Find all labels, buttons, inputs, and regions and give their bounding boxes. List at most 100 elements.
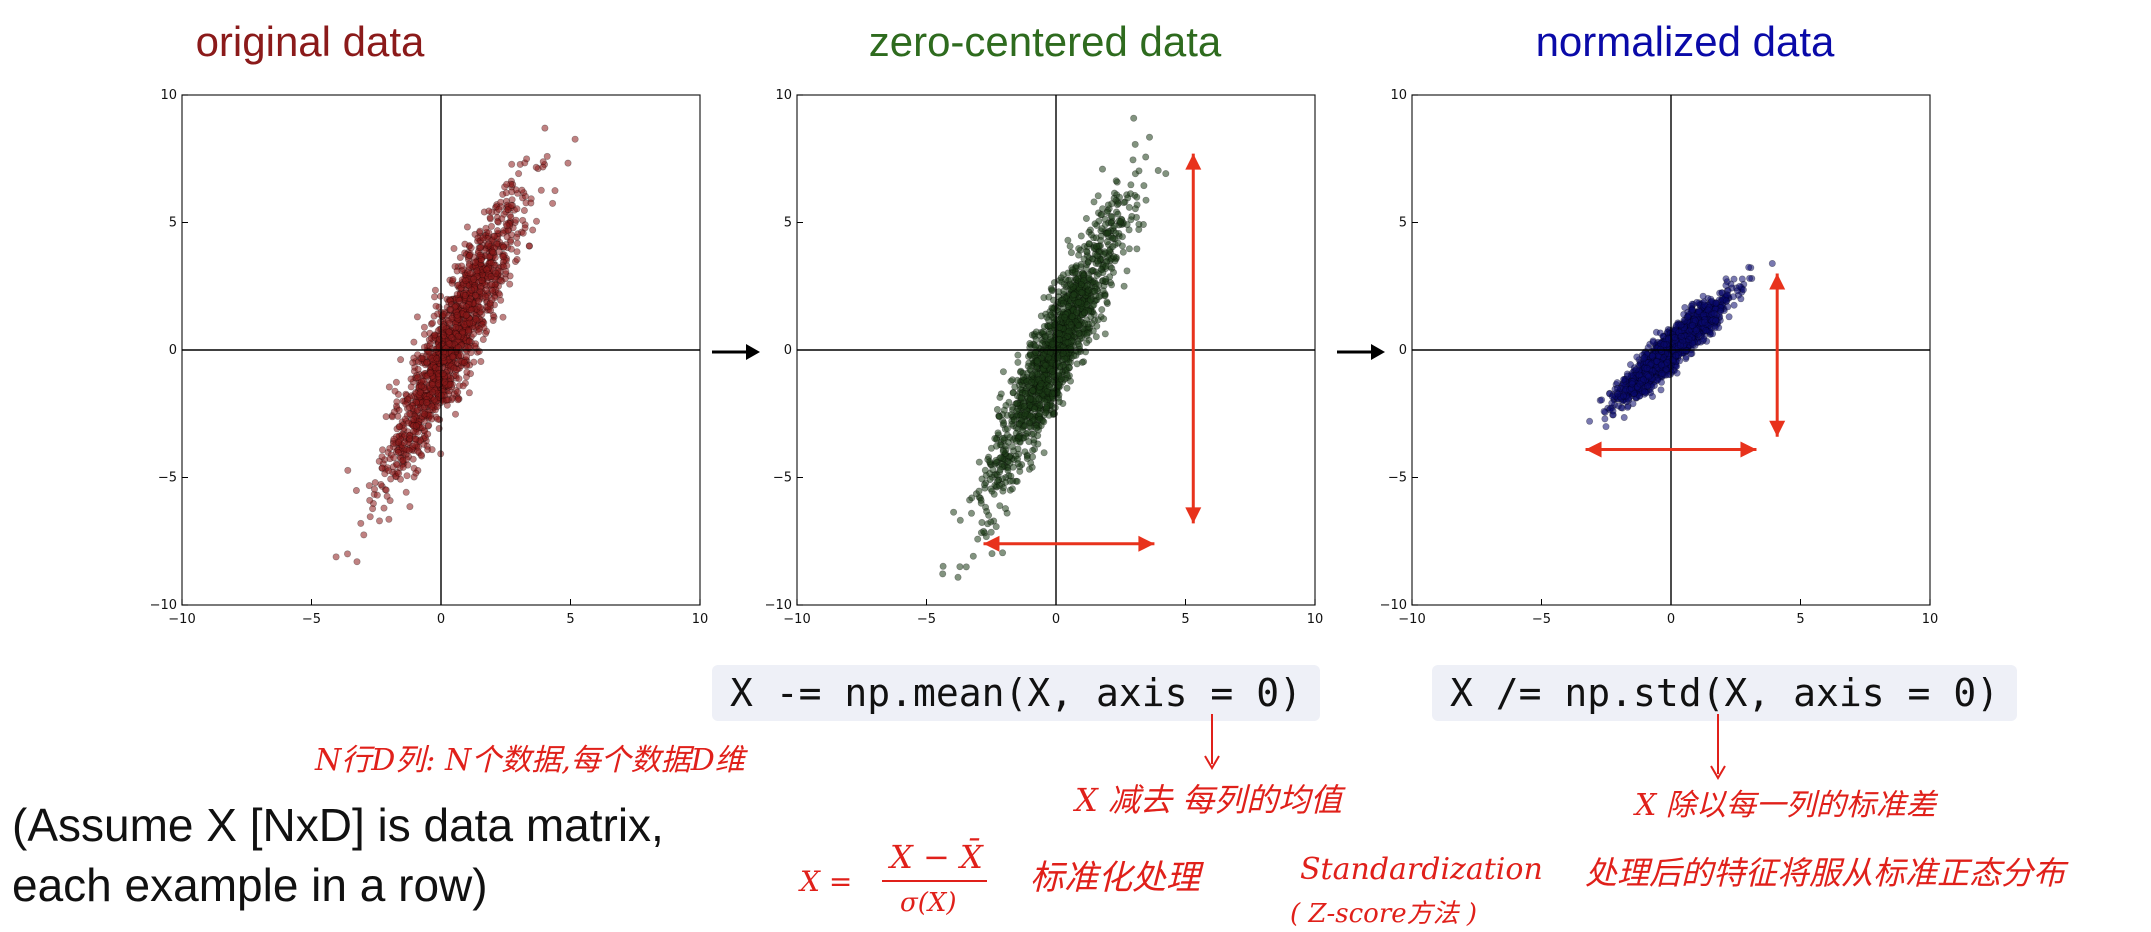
scatter-point: [412, 422, 420, 430]
scatter-point: [420, 330, 428, 338]
x-tick-label: −10: [783, 612, 810, 627]
scatter-point: [428, 319, 436, 327]
scatter-point: [1657, 386, 1665, 394]
std-normal-note: 处理后的特征将服从标准正态分布: [1585, 854, 2066, 892]
scatter-point: [1131, 205, 1139, 213]
scatter-point: [471, 342, 479, 350]
arrow-right-icon: [1337, 344, 1385, 360]
scatter-point: [1609, 407, 1617, 415]
scatter-point: [463, 368, 471, 376]
scatter-point: [987, 444, 995, 452]
scatter-point: [988, 550, 996, 558]
scatter-point: [433, 354, 441, 362]
scatter-point: [371, 479, 379, 487]
scatter-point: [1060, 313, 1068, 321]
scatter-point: [1643, 364, 1651, 372]
scatter-point: [975, 487, 983, 495]
scatter-point: [441, 378, 449, 386]
scatter-point: [479, 234, 487, 242]
scatter-point: [1014, 445, 1022, 453]
scatter-point: [463, 223, 471, 231]
arrow-right-icon: [712, 344, 760, 360]
scatter-point: [956, 516, 964, 524]
scatter-point: [1704, 306, 1712, 314]
scatter-point: [564, 159, 572, 167]
scatter-point: [507, 245, 515, 253]
scatter-point: [1109, 243, 1117, 251]
scatter-point: [1088, 267, 1096, 275]
scatter-point: [551, 187, 559, 195]
scatter-point: [428, 446, 436, 454]
scatter-point: [431, 286, 439, 294]
scatter-point: [977, 496, 985, 504]
y-tick-label: 10: [1390, 88, 1407, 103]
x-tick-label: −5: [302, 612, 321, 627]
scatter-point: [453, 290, 461, 298]
scatter-point: [518, 186, 526, 194]
scatter-point: [515, 170, 523, 178]
spread-arrow-icon: [1769, 273, 1786, 437]
scatter-point: [417, 382, 425, 390]
scatter-point: [458, 262, 466, 270]
scatter-point: [1104, 201, 1112, 209]
scatter-point: [513, 239, 521, 247]
scatter-point: [1649, 338, 1657, 346]
scatter-point: [1060, 287, 1068, 295]
scatter-point: [1008, 376, 1016, 384]
scatter-point: [987, 518, 995, 526]
scatter-point: [1660, 341, 1668, 349]
scatter-point: [1099, 269, 1107, 277]
scatter-point: [983, 507, 991, 515]
scatter-point: [974, 535, 982, 543]
scatter-point: [1133, 245, 1141, 253]
scatter-point: [466, 319, 474, 327]
scatter-point: [500, 263, 508, 271]
scatter-point: [404, 419, 412, 427]
standardization-note: Standardization: [1300, 852, 1543, 887]
scatter-point: [419, 423, 427, 431]
scatter-point: [1081, 309, 1089, 317]
scatter-point: [397, 356, 405, 364]
scatter-point: [1102, 275, 1110, 283]
scatter-point: [1036, 409, 1044, 417]
scatter-point: [1632, 366, 1640, 374]
scatter-point: [482, 224, 490, 232]
scatter-point: [405, 404, 413, 412]
formula-numerator: X − X̄: [890, 838, 983, 876]
scatter-point: [450, 245, 458, 253]
std-note: X 除以每一列的标准差: [1635, 788, 1936, 823]
scatter-point: [1048, 340, 1056, 348]
scatter-point: [1035, 395, 1043, 403]
scatter-point: [476, 227, 484, 235]
scatter-point: [1012, 437, 1020, 445]
x-tick-label: 5: [1181, 612, 1189, 627]
scatter-points: [939, 114, 1170, 581]
scatter-point: [402, 488, 410, 496]
scatter-point: [980, 527, 988, 535]
scatter-point: [1026, 340, 1034, 348]
scatter-point: [424, 430, 432, 438]
scatter-point: [360, 531, 368, 539]
scatter-point: [470, 358, 478, 366]
scatter-point: [1027, 351, 1035, 359]
scatter-point: [1021, 389, 1029, 397]
scatter-point: [1108, 281, 1116, 289]
y-tick-label: 10: [160, 88, 177, 103]
scatter-point: [466, 270, 474, 278]
scatter-point: [1717, 307, 1725, 315]
chart-title-zero-centered: zero-centered data: [868, 18, 1222, 65]
scatter-point: [413, 406, 421, 414]
scatter-point: [1702, 327, 1710, 335]
scatter-point: [376, 517, 384, 525]
scatter-point: [1641, 388, 1649, 396]
scatter-point: [1075, 298, 1083, 306]
scatter-point: [406, 503, 414, 511]
scatter-point: [462, 311, 470, 319]
scatter-point: [1658, 369, 1666, 377]
scatter-point: [1030, 405, 1038, 413]
standardize-cn-note: 标准化处理: [1030, 858, 1200, 898]
scatter-point: [492, 269, 500, 277]
scatter-point: [403, 472, 411, 480]
scatter-point: [1033, 357, 1041, 365]
scatter-point: [445, 340, 453, 348]
